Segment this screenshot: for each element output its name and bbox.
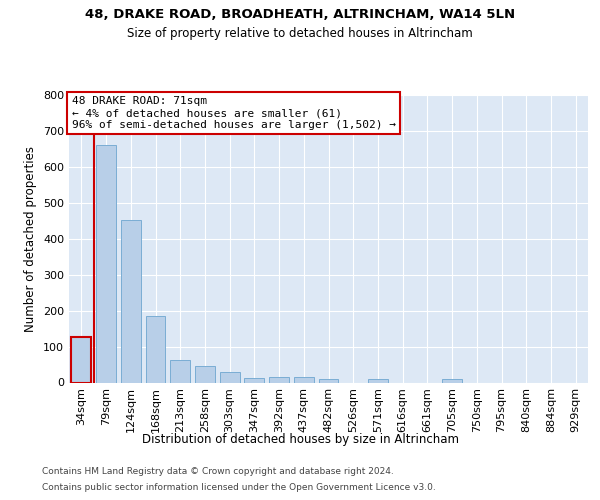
Bar [195, 366, 215, 382]
Bar [170, 360, 190, 382]
Bar [294, 377, 314, 382]
Bar [220, 372, 239, 382]
Bar [269, 377, 289, 382]
Text: Size of property relative to detached houses in Altrincham: Size of property relative to detached ho… [127, 28, 473, 40]
Bar [71, 336, 91, 382]
Text: Contains public sector information licensed under the Open Government Licence v3: Contains public sector information licen… [42, 482, 436, 492]
Bar [319, 379, 338, 382]
Text: Contains HM Land Registry data © Crown copyright and database right 2024.: Contains HM Land Registry data © Crown c… [42, 468, 394, 476]
Bar [244, 378, 264, 382]
Y-axis label: Number of detached properties: Number of detached properties [25, 146, 37, 332]
Bar [368, 380, 388, 382]
Text: Distribution of detached houses by size in Altrincham: Distribution of detached houses by size … [142, 432, 458, 446]
Bar [442, 380, 462, 382]
Bar [146, 316, 166, 382]
Text: 48 DRAKE ROAD: 71sqm
← 4% of detached houses are smaller (61)
96% of semi-detach: 48 DRAKE ROAD: 71sqm ← 4% of detached ho… [71, 96, 395, 130]
Bar [96, 146, 116, 382]
Text: 48, DRAKE ROAD, BROADHEATH, ALTRINCHAM, WA14 5LN: 48, DRAKE ROAD, BROADHEATH, ALTRINCHAM, … [85, 8, 515, 20]
Bar [121, 220, 140, 382]
